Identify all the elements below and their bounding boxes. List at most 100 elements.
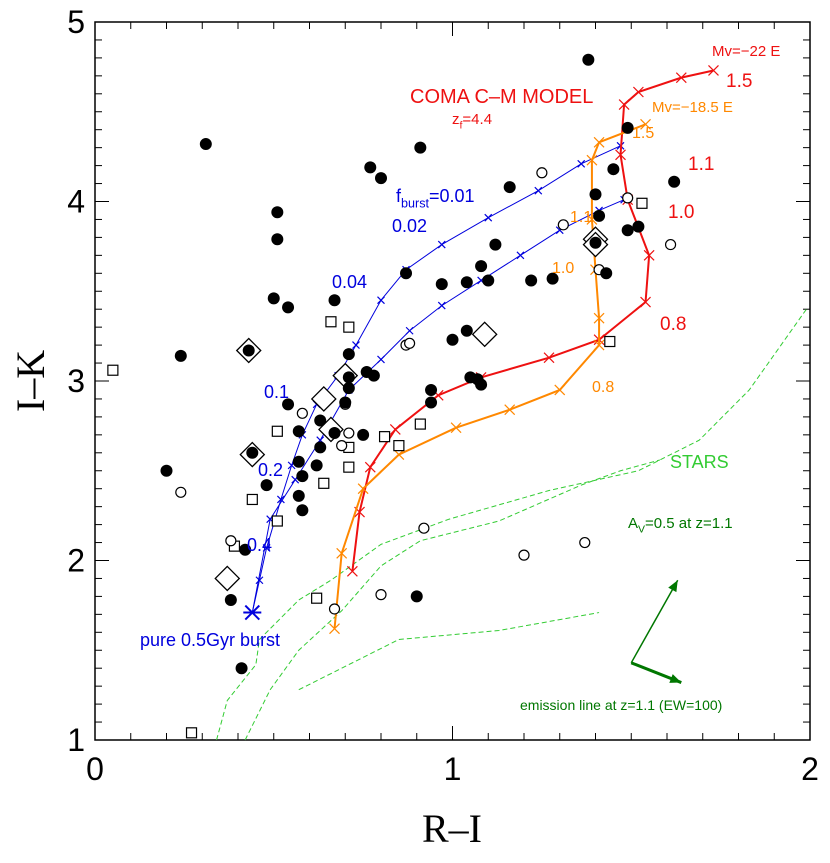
x-marker-stroke (393, 449, 405, 461)
burst-point (243, 604, 262, 621)
annotation: emission line at z=1.1 (EW=100) (520, 697, 722, 713)
filled-circle-point (342, 371, 355, 384)
square-point (636, 197, 648, 209)
filled-circle-point (282, 301, 295, 314)
annotation: AV=0.5 at z=1.1 (628, 515, 733, 536)
x-marker-stroke (357, 483, 369, 495)
model-point (352, 341, 360, 350)
square-point (271, 425, 283, 437)
square-point (378, 431, 391, 443)
annotation-part: 1.1 (570, 209, 592, 226)
annotation-subscript: V (638, 524, 645, 536)
filled-circle-point (271, 206, 284, 219)
filled-circle-point (621, 121, 634, 134)
x-marker-stroke (437, 301, 446, 310)
model-point (615, 149, 626, 161)
filled-circle-point (435, 278, 448, 291)
filled-circle-point (242, 344, 255, 357)
annotation: 1.5 (632, 125, 654, 142)
filled-circle-point (607, 163, 620, 176)
filled-circle-point (425, 396, 438, 409)
x-marker-stroke (377, 355, 385, 364)
y-tick-label: 3 (67, 363, 85, 399)
model-point (450, 422, 462, 434)
model-point (516, 251, 525, 260)
arrow-head (669, 674, 682, 683)
open-circle-point (418, 522, 430, 534)
filled-circle-point (314, 414, 327, 427)
model-point (393, 449, 405, 461)
filled-circle-point (292, 455, 305, 468)
model-point (255, 576, 264, 585)
model-point (618, 99, 630, 110)
x-marker-stroke (516, 251, 525, 260)
filled-circle-point (339, 396, 352, 409)
model-point (593, 339, 605, 351)
filled-circle-point (425, 383, 438, 396)
model-point (377, 296, 385, 305)
diamond-point (310, 386, 337, 412)
square-point (246, 493, 258, 506)
x-marker-stroke (364, 461, 376, 473)
filled-circle-point (593, 209, 606, 222)
x-marker-stroke (377, 296, 385, 305)
square-point (185, 727, 198, 739)
annotation: 0.8 (660, 314, 686, 335)
filled-circle-point (364, 161, 377, 174)
annotation-part: 0.2 (258, 460, 283, 480)
x-marker-stroke (437, 240, 446, 249)
filled-circle-point (342, 348, 355, 361)
filled-circle-point (410, 590, 423, 603)
filled-circle-point (475, 378, 488, 391)
annotation: 0.8 (592, 379, 614, 396)
annotation-part: STARS (670, 452, 729, 472)
filled-circle-point (367, 369, 380, 382)
model-point (675, 72, 687, 84)
annotation-part: =4.4 (462, 111, 492, 128)
x-marker-stroke (640, 296, 651, 308)
filled-circle-point (174, 349, 187, 362)
x-marker-stroke (534, 186, 543, 195)
filled-circle-point (668, 175, 681, 188)
filled-circle-point (296, 470, 309, 483)
annotation-part: COMA C–M MODEL (410, 86, 593, 108)
x-marker-stroke (389, 424, 401, 435)
model-point (437, 301, 446, 310)
annotation: STARS (670, 452, 729, 472)
square-point (604, 335, 616, 348)
x-marker-stroke (329, 623, 340, 635)
model-point (389, 424, 401, 435)
model-point (640, 118, 651, 130)
square-point (343, 321, 355, 333)
x-marker-stroke (640, 118, 651, 130)
x-marker-stroke (255, 576, 264, 585)
filled-circle-point (357, 428, 370, 441)
x-marker-stroke (708, 65, 719, 76)
filled-circle-point (489, 238, 502, 251)
model-point (276, 495, 285, 504)
annotation-part: 1.0 (552, 260, 574, 277)
square-point (311, 592, 323, 604)
diamond-point (214, 565, 241, 592)
annotation-part: 1.1 (688, 154, 714, 175)
open-circle-point (343, 427, 355, 439)
annotation-part: 0.8 (592, 379, 614, 396)
x-marker-stroke (336, 547, 348, 559)
annotation-part: =0.01 (429, 186, 475, 206)
filled-circle-point (239, 543, 252, 556)
model-point (357, 483, 369, 495)
vector-arrow (630, 661, 682, 684)
annotation-part: f (396, 186, 402, 206)
model-point (586, 154, 598, 166)
filled-circle-point (446, 333, 459, 346)
filled-circle-point (235, 662, 248, 675)
filled-circle-point (589, 188, 602, 201)
filled-circle-point (328, 427, 341, 440)
y-tick-label: 4 (67, 184, 85, 220)
model-point (640, 296, 651, 308)
model-point (543, 352, 555, 364)
model-point (364, 461, 376, 473)
stars-track (216, 308, 807, 741)
annotation-part: =0.5 at z=1.1 (645, 515, 733, 532)
filled-circle-point (328, 294, 341, 307)
